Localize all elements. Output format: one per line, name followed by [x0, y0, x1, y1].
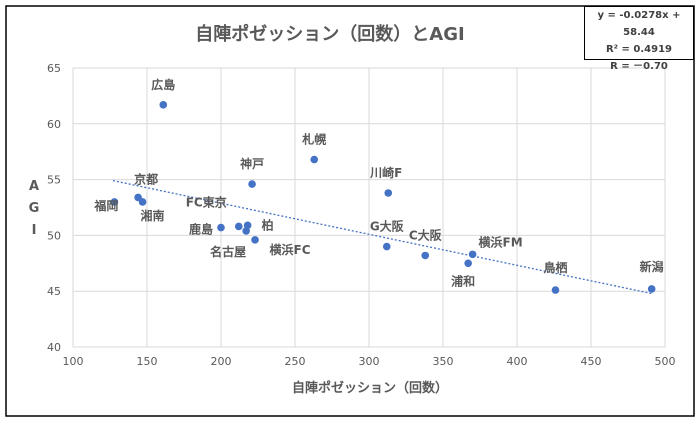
x-tick-label: 250: [285, 355, 306, 368]
data-label: 京都: [134, 171, 158, 186]
data-label: FC東京: [186, 194, 227, 209]
y-axis-label: I: [32, 223, 37, 238]
data-label: 川崎F: [369, 165, 402, 180]
y-axis-label: G: [29, 201, 40, 216]
data-point: [647, 285, 656, 293]
data-label: 広島: [151, 77, 175, 92]
chart-title: 自陣ポゼッション（回数）とAGI: [195, 23, 464, 45]
data-point: [384, 189, 393, 197]
data-label: 名古屋: [210, 244, 246, 259]
data-point: [159, 101, 168, 109]
x-tick-label: 400: [507, 355, 528, 368]
data-label: 湘南: [141, 208, 165, 223]
data-label: 鹿島: [189, 222, 213, 237]
y-tick-label: 40: [47, 341, 61, 354]
data-label: 札幌: [301, 132, 326, 147]
chart-border: [5, 5, 695, 417]
data-point: [421, 251, 430, 260]
data-label: 浦和: [451, 273, 475, 288]
data-label: 鳥栖: [543, 260, 567, 275]
data-point: [464, 259, 472, 268]
y-tick-label: 55: [47, 174, 61, 187]
equation-text: y = -0.0278x + 58.44: [597, 10, 681, 38]
data-point: [551, 286, 560, 294]
x-tick-label: 150: [137, 355, 158, 368]
data-point: [382, 242, 391, 251]
x-axis-label: 自陣ポゼッション（回数）: [292, 380, 448, 396]
x-tick-label: 450: [581, 355, 602, 368]
data-label: 横浜FM: [479, 234, 523, 249]
x-tick-label: 300: [359, 355, 380, 368]
data-point: [110, 198, 119, 206]
y-tick-label: 45: [47, 285, 61, 298]
data-label: G大阪: [370, 219, 405, 234]
data-label: 新潟: [640, 259, 664, 274]
y-tick-label: 50: [47, 229, 61, 242]
y-axis-label: A: [29, 179, 39, 194]
x-tick-label: 500: [655, 355, 676, 368]
y-tick-label: 65: [47, 62, 61, 75]
x-tick-label: 350: [433, 355, 454, 368]
data-point: [468, 250, 477, 259]
data-label: 柏: [262, 217, 274, 232]
y-tick-label: 60: [47, 118, 61, 131]
data-point: [234, 222, 243, 231]
data-label: C大阪: [409, 227, 443, 242]
data-point: [242, 227, 250, 235]
data-label: 福岡: [93, 198, 118, 213]
data-point: [138, 198, 147, 206]
x-tick-label: 100: [63, 355, 84, 368]
trendline-equation-box: y = -0.0278x + 58.44 R² = 0.4919 R = －0.…: [584, 6, 694, 72]
data-label: 神戸: [240, 156, 264, 171]
data-point: [217, 223, 225, 232]
data-point: [248, 180, 256, 188]
r-text: R = －0.70: [610, 61, 668, 72]
data-label: 横浜FC: [270, 242, 311, 257]
data-point: [251, 236, 259, 244]
x-tick-label: 200: [211, 355, 232, 368]
r2-text: R² = 0.4919: [605, 44, 672, 55]
data-point: [310, 155, 319, 164]
